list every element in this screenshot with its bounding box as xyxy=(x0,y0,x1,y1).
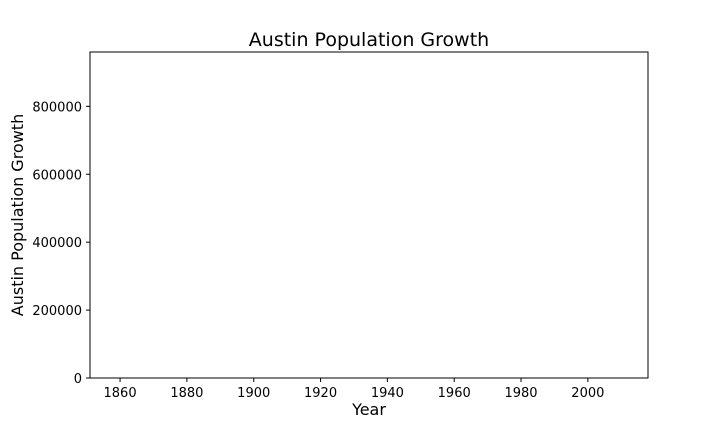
y-tick-label: 600000 xyxy=(32,168,82,183)
x-tick-label: 1940 xyxy=(371,386,404,401)
plot-area xyxy=(89,51,649,379)
x-tick-label: 2000 xyxy=(571,386,604,401)
y-tick-label: 400000 xyxy=(32,236,82,251)
x-tick-label: 1920 xyxy=(304,386,337,401)
x-axis-ticks: 1860 1880 1900 1920 1940 1960 1980 2000 xyxy=(104,378,604,401)
x-tick-label: 1960 xyxy=(438,386,471,401)
x-tick-label: 1860 xyxy=(104,386,137,401)
y-axis-title: Austin Population Growth xyxy=(8,114,27,316)
y-tick-label: 200000 xyxy=(32,304,82,319)
y-tick-label: 800000 xyxy=(32,100,82,115)
y-tick-label: 0 xyxy=(74,372,82,387)
x-tick-label: 1900 xyxy=(237,386,270,401)
y-axis-ticks: 0 200000 400000 600000 800000 xyxy=(32,100,90,387)
chart-title: Austin Population Growth xyxy=(249,29,489,51)
x-tick-label: 1980 xyxy=(504,386,537,401)
x-tick-label: 1880 xyxy=(170,386,203,401)
x-axis-title: Year xyxy=(351,400,386,419)
